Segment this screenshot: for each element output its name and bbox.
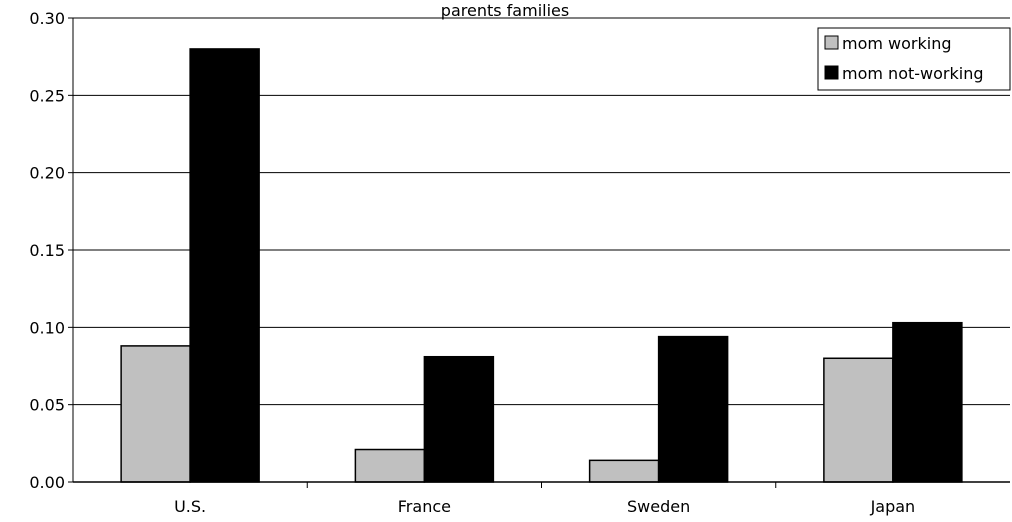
y-tick-label: 0.10 [29,318,65,337]
bar-mom-working-us [120,345,191,483]
legend: mom working mom not-working [817,27,1011,91]
legend-box [817,27,1011,91]
y-tick-label: 0.20 [29,164,65,183]
x-tick-label: France [398,497,451,516]
bar-mom-working-france [354,448,426,483]
bar-mom-not-working-sweden [657,335,729,483]
x-tick-label: Sweden [627,497,690,516]
x-tick-label: Japan [870,497,916,516]
legend-swatch [824,35,839,50]
chart-title: parents families [441,1,569,20]
bars [120,48,963,483]
x-axis: U.S. France Sweden Japan [73,481,1010,516]
y-tick-label: 0.00 [29,473,65,492]
y-tick-label: 0.15 [29,241,65,260]
bar-mom-not-working-japan [892,321,963,483]
legend-swatch [824,65,839,80]
bar-mom-working-japan [823,357,894,483]
y-tick-label: 0.05 [29,396,65,415]
y-tick-label: 0.30 [29,9,65,28]
legend-label: mom working [842,34,952,53]
y-tick-label: 0.25 [29,86,65,105]
bar-mom-not-working-us [189,48,260,483]
bar-mom-not-working-france [423,355,495,483]
x-tick-label: U.S. [174,497,206,516]
legend-label: mom not-working [842,64,983,83]
y-axis: 0.00 0.05 0.10 0.15 0.20 0.25 0.30 [29,9,74,492]
bar-mom-working-sweden [588,459,660,483]
